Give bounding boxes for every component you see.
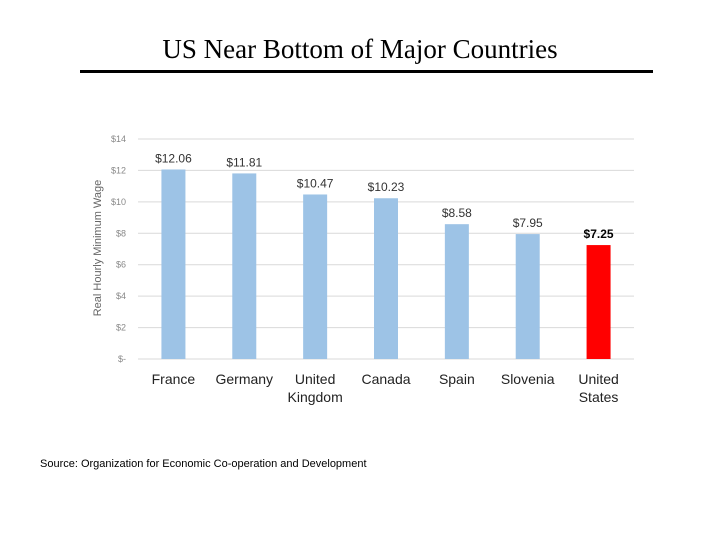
bar <box>232 173 257 359</box>
category-label-line: States <box>579 389 619 405</box>
y-tick-label: $4 <box>116 291 126 301</box>
data-label: $10.23 <box>368 180 405 194</box>
category-label: Germany <box>215 371 273 387</box>
data-label: $11.81 <box>226 155 262 169</box>
category-label-line: Kingdom <box>288 389 343 405</box>
data-label: $12.06 <box>155 151 192 165</box>
y-tick-label: $10 <box>111 197 126 207</box>
category-label: United States <box>578 371 618 405</box>
bar <box>444 224 469 359</box>
y-tick-label: $2 <box>116 323 126 333</box>
data-labels: $12.06 $11.81 $10.47 $10.23 $8.58 $7.95 $7.25 <box>155 151 614 241</box>
category-label: France <box>152 371 196 387</box>
bar <box>303 194 328 359</box>
category-label-line: France <box>152 371 196 387</box>
category-label-line: Germany <box>215 371 273 387</box>
bar <box>161 169 186 359</box>
category-label: United Kingdom <box>288 371 343 405</box>
data-label: $10.47 <box>297 176 334 190</box>
y-tick-label: $8 <box>116 228 126 238</box>
category-label-line: Slovenia <box>501 371 555 387</box>
data-label: $8.58 <box>442 206 472 220</box>
y-tick-label: $14 <box>111 134 126 144</box>
category-label-line: Spain <box>439 371 475 387</box>
category-label: Slovenia <box>501 371 555 387</box>
category-label-line: United <box>295 371 335 387</box>
bar <box>515 234 540 359</box>
source-note: Source: Organization for Economic Co-ope… <box>40 458 367 470</box>
y-tick-label: $12 <box>111 165 126 175</box>
bars <box>161 169 611 359</box>
category-label-line: Canada <box>361 371 410 387</box>
y-axis-ticks: $- $2 $4 $6 $8 $10 $12 $14 <box>111 134 126 364</box>
y-axis-label: Real Hourly Minimum Wage <box>92 180 104 317</box>
gridlines <box>138 138 634 360</box>
category-labels: France Germany United Kingdom Canada Spain Slo… <box>152 371 619 405</box>
y-tick-label: $6 <box>116 260 126 270</box>
category-label-line: United <box>578 371 618 387</box>
bar <box>374 198 398 359</box>
data-label: $7.25 <box>584 227 614 241</box>
bar <box>586 245 611 359</box>
category-label: Spain <box>439 371 475 387</box>
slide-title: US Near Bottom of Major Countries <box>162 34 558 64</box>
title-underline <box>80 70 653 73</box>
data-label: $7.95 <box>513 216 543 230</box>
y-tick-label: $- <box>118 354 126 364</box>
category-label: Canada <box>361 371 410 387</box>
